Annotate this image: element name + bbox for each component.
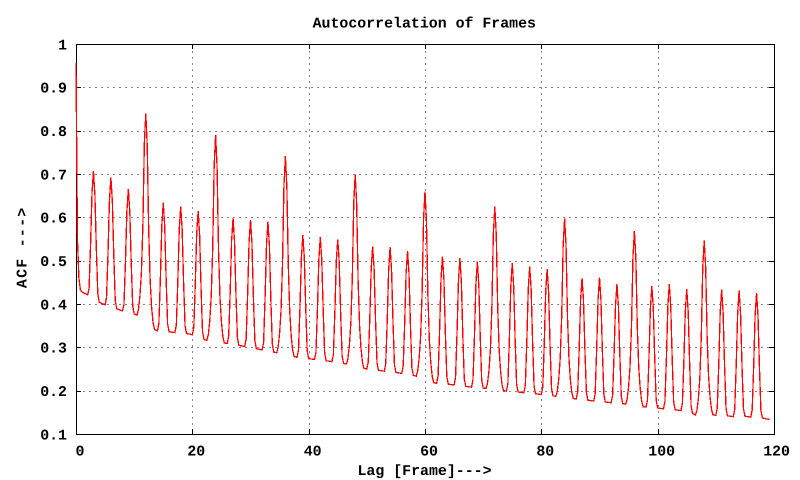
svg-text:1: 1 bbox=[58, 38, 67, 54]
svg-text:0.3: 0.3 bbox=[40, 342, 67, 358]
svg-text:60: 60 bbox=[420, 445, 438, 461]
svg-text:0.7: 0.7 bbox=[40, 168, 67, 184]
svg-text:0.1: 0.1 bbox=[40, 428, 67, 444]
svg-text:100: 100 bbox=[648, 445, 675, 461]
svg-text:ACF --->: ACF ---> bbox=[15, 207, 31, 289]
svg-text:120: 120 bbox=[763, 445, 790, 461]
svg-text:40: 40 bbox=[304, 445, 322, 461]
svg-text:Autocorrelation of Frames: Autocorrelation of Frames bbox=[313, 16, 536, 33]
svg-text:0.6: 0.6 bbox=[40, 212, 67, 228]
svg-text:0.9: 0.9 bbox=[40, 82, 67, 98]
svg-text:0.2: 0.2 bbox=[40, 385, 67, 401]
svg-text:0.4: 0.4 bbox=[40, 298, 67, 314]
svg-text:0: 0 bbox=[76, 445, 85, 461]
svg-text:0.5: 0.5 bbox=[40, 255, 67, 271]
svg-text:0.8: 0.8 bbox=[40, 125, 67, 141]
svg-text:Lag [Frame]--->: Lag [Frame]---> bbox=[357, 464, 491, 480]
svg-text:20: 20 bbox=[187, 445, 205, 461]
svg-text:80: 80 bbox=[536, 445, 554, 461]
